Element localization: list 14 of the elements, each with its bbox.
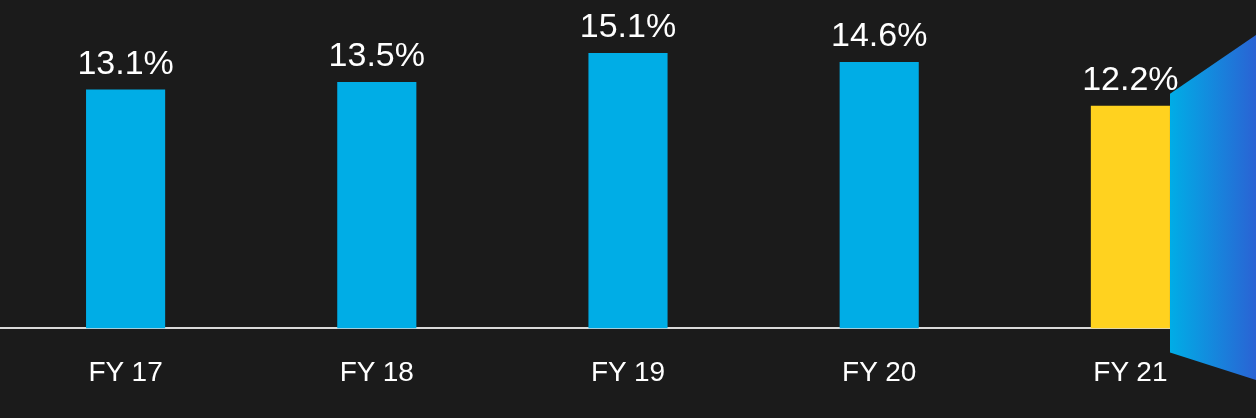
x-tick-label: FY 18	[339, 355, 414, 387]
bar	[86, 89, 166, 329]
data-label: 13.5%	[328, 35, 425, 74]
x-tick-label: FY 20	[842, 355, 917, 387]
x-tick-label: FY 21	[1093, 355, 1168, 387]
bar	[839, 62, 919, 329]
data-label: 13.1%	[77, 42, 174, 81]
data-label: 12.2%	[1082, 59, 1179, 98]
x-tick-label: FY 17	[88, 355, 163, 387]
bar	[588, 52, 668, 329]
data-label: 14.6%	[831, 15, 928, 54]
bar	[337, 82, 417, 329]
data-label: 15.1%	[579, 6, 677, 45]
x-tick-label: FY 19	[590, 355, 666, 387]
